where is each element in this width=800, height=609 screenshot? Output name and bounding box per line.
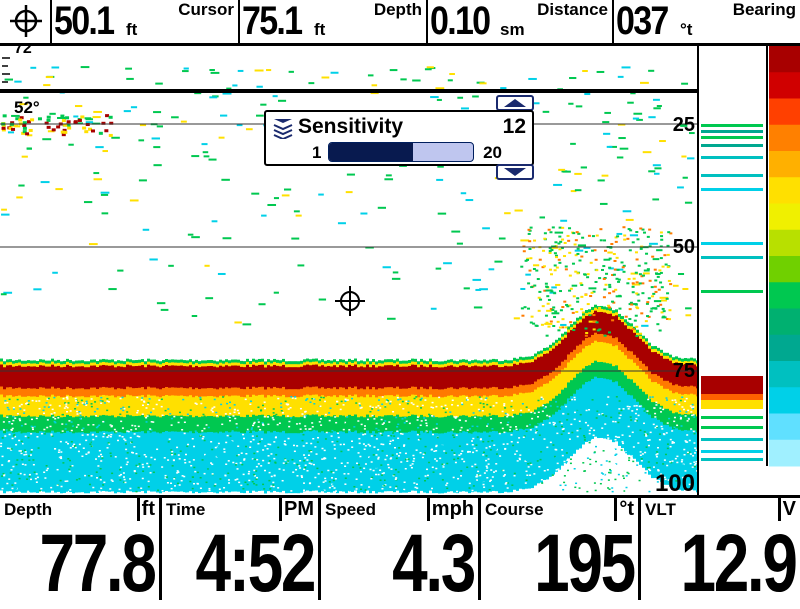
color-scale-segment (701, 174, 763, 177)
digits-time-label: Time (166, 500, 205, 520)
bottom-data-bar: Depth ft 77.8 Time PM 4:52 Speed mph 4.3… (0, 495, 800, 600)
color-scale-segment (769, 282, 800, 309)
digits-depth: Depth ft 77.8 (0, 498, 159, 600)
divider (697, 46, 699, 495)
color-scale-segment (701, 438, 763, 441)
color-scale-segment (701, 394, 763, 400)
depth-label: Depth (374, 0, 422, 20)
digits-voltage: VLT V 12.9 (641, 498, 800, 600)
top-data-bar: 50.1 ft Cursor 75.1 ft Depth 0.10 sm Dis… (0, 0, 800, 46)
color-scale-segment (769, 46, 800, 73)
color-scale-segment (701, 450, 763, 453)
digits-depth-label: Depth (4, 500, 52, 520)
arrow-up-icon (498, 97, 532, 109)
color-scale-segment (701, 136, 763, 139)
depth-value: 75.1 (242, 1, 301, 41)
top-depth-label: 72 (14, 46, 32, 58)
color-scale-segment (701, 144, 763, 147)
bearing-value: 037 (616, 1, 668, 41)
crosshair-icon[interactable] (333, 284, 367, 318)
color-scale-segment (769, 230, 800, 257)
digits-voltage-label: VLT (645, 500, 676, 520)
color-scale-segment (701, 416, 763, 419)
bearing-readout: 037 °t Bearing (612, 0, 800, 43)
bearing-label: Bearing (733, 0, 796, 20)
digits-voltage-value: 12.9 (681, 526, 796, 602)
color-scale-segment (701, 156, 763, 159)
cursor-depth-value: 50.1 (54, 1, 113, 41)
color-scale-segment (769, 256, 800, 283)
color-scale-segment (769, 387, 800, 414)
sensitivity-title: Sensitivity (298, 115, 403, 139)
depth-label-50: 50 (673, 236, 695, 259)
color-scale-segment (701, 290, 763, 293)
distance-unit: sm (500, 20, 525, 40)
sensitivity-slider[interactable] (328, 142, 474, 162)
color-scale-segment (769, 440, 800, 467)
color-scale-bar (697, 46, 800, 495)
digits-depth-value: 77.8 (40, 526, 155, 602)
depth-readout: 75.1 ft Depth (238, 0, 426, 43)
divider (766, 46, 768, 466)
slider-max-label: 20 (483, 143, 502, 163)
cursor-depth-unit: ft (126, 20, 137, 40)
color-scale-segment (701, 124, 763, 127)
bearing-unit: °t (680, 20, 692, 40)
color-scale-segment (769, 309, 800, 336)
cursor-label: Cursor (178, 0, 234, 20)
water-temperature: 52° (14, 98, 40, 118)
digits-speed-value: 4.3 (392, 526, 474, 602)
color-scale-segment (769, 204, 800, 231)
sensitivity-down-button[interactable] (496, 164, 534, 180)
distance-readout: 0.10 sm Distance (426, 0, 612, 43)
sensitivity-value: 12 (503, 115, 526, 139)
depth-unit: ft (314, 20, 325, 40)
sensitivity-up-button[interactable] (496, 95, 534, 111)
arrow-down-icon (498, 166, 532, 178)
color-scale-segment (769, 335, 800, 362)
distance-label: Distance (537, 0, 608, 20)
color-scale-segment (701, 458, 763, 461)
color-scale-segment (701, 256, 763, 259)
color-scale-segment (769, 414, 800, 441)
digits-time: Time PM 4:52 (162, 498, 318, 600)
digits-time-value: 4:52 (195, 526, 314, 602)
digits-course-label: Course (485, 500, 544, 520)
slider-fill (329, 143, 413, 161)
digits-course: Course °t 195 (481, 498, 638, 600)
distance-value: 0.10 (430, 1, 489, 41)
color-scale-segment (701, 242, 763, 245)
color-scale-segment (701, 400, 763, 408)
sensitivity-icon (272, 117, 294, 144)
cursor-depth-readout: 50.1 ft Cursor (50, 0, 238, 43)
color-scale-segment (769, 361, 800, 388)
depth-label-25: 25 (673, 114, 695, 137)
depth-label-100: 100 (655, 470, 695, 495)
color-scale-segment (769, 151, 800, 178)
color-scale-segment (701, 188, 763, 191)
depth-label-75: 75 (673, 360, 695, 383)
slider-min-label: 1 (312, 143, 321, 163)
color-scale-segment (769, 177, 800, 204)
digits-speed-label: Speed (325, 500, 376, 520)
color-scale-segment (701, 130, 763, 133)
color-scale-segment (769, 99, 800, 126)
crosshair-icon[interactable] (0, 0, 50, 43)
digits-course-value: 195 (534, 526, 634, 602)
color-scale-segment (769, 72, 800, 99)
color-scale-segment (769, 125, 800, 152)
color-scale-segment (701, 426, 763, 429)
sensitivity-popup[interactable]: Sensitivity 12 1 20 (264, 110, 534, 166)
color-scale-segment (701, 376, 763, 394)
digits-speed: Speed mph 4.3 (321, 498, 478, 600)
side-panel (697, 46, 800, 495)
